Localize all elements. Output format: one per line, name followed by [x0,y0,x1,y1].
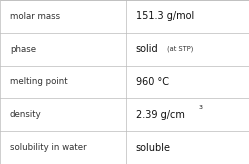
Text: 151.3 g/mol: 151.3 g/mol [136,11,194,21]
Text: solubility in water: solubility in water [10,143,87,152]
Text: melting point: melting point [10,78,67,86]
Text: 2.39 g/cm: 2.39 g/cm [136,110,185,120]
Text: 3: 3 [199,105,203,110]
Text: molar mass: molar mass [10,12,60,21]
Text: phase: phase [10,45,36,54]
Text: solid: solid [136,44,158,54]
Text: soluble: soluble [136,143,171,153]
Text: (at STP): (at STP) [167,46,194,52]
Text: density: density [10,110,42,119]
Text: 960 °C: 960 °C [136,77,169,87]
